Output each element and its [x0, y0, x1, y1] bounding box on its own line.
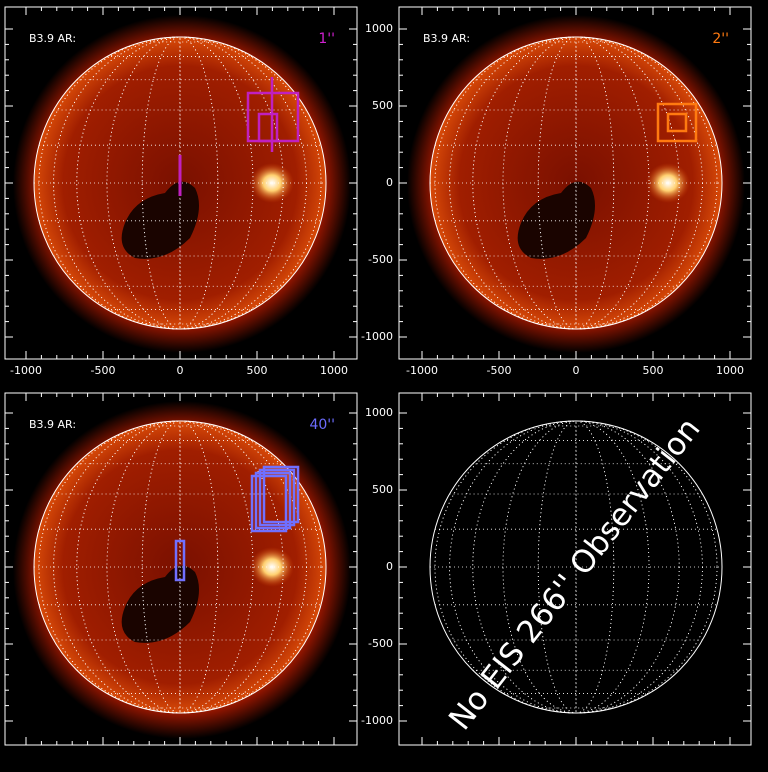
active-region — [250, 547, 294, 587]
x-tick-label: 1000 — [320, 364, 348, 377]
x-tick-label: 0 — [177, 364, 184, 377]
panel-label: B3.9 AR: — [29, 418, 76, 431]
x-tick-label: 1000 — [716, 364, 744, 377]
y-tick-label: -1000 — [361, 330, 393, 343]
y-tick-label: -500 — [368, 253, 393, 266]
panel-label: B3.9 AR: — [29, 32, 76, 45]
x-tick-label: 500 — [643, 364, 664, 377]
x-tick-label: -500 — [91, 364, 116, 377]
panel-label: B3.9 AR: — [423, 32, 470, 45]
y-tick-label: 500 — [372, 483, 393, 496]
x-tick-label: -500 — [487, 364, 512, 377]
y-tick-label: 1000 — [365, 406, 393, 419]
no-observation-message: No EIS 266'' Observation — [442, 411, 707, 737]
y-tick-label: 0 — [386, 560, 393, 573]
y-tick-label: -1000 — [361, 714, 393, 727]
y-tick-label: 500 — [372, 99, 393, 112]
y-tick-label: 0 — [386, 176, 393, 189]
x-tick-label: 0 — [573, 364, 580, 377]
x-tick-label: -1000 — [10, 364, 42, 377]
active-region — [646, 163, 690, 203]
active-region — [250, 163, 294, 203]
resolution-tag: 1'' — [318, 31, 335, 47]
y-tick-label: 1000 — [365, 22, 393, 35]
x-tick-label: 500 — [247, 364, 268, 377]
resolution-tag: 2'' — [712, 31, 729, 47]
y-tick-label: -500 — [368, 637, 393, 650]
x-tick-label: -1000 — [406, 364, 438, 377]
resolution-tag: 40'' — [309, 417, 335, 433]
